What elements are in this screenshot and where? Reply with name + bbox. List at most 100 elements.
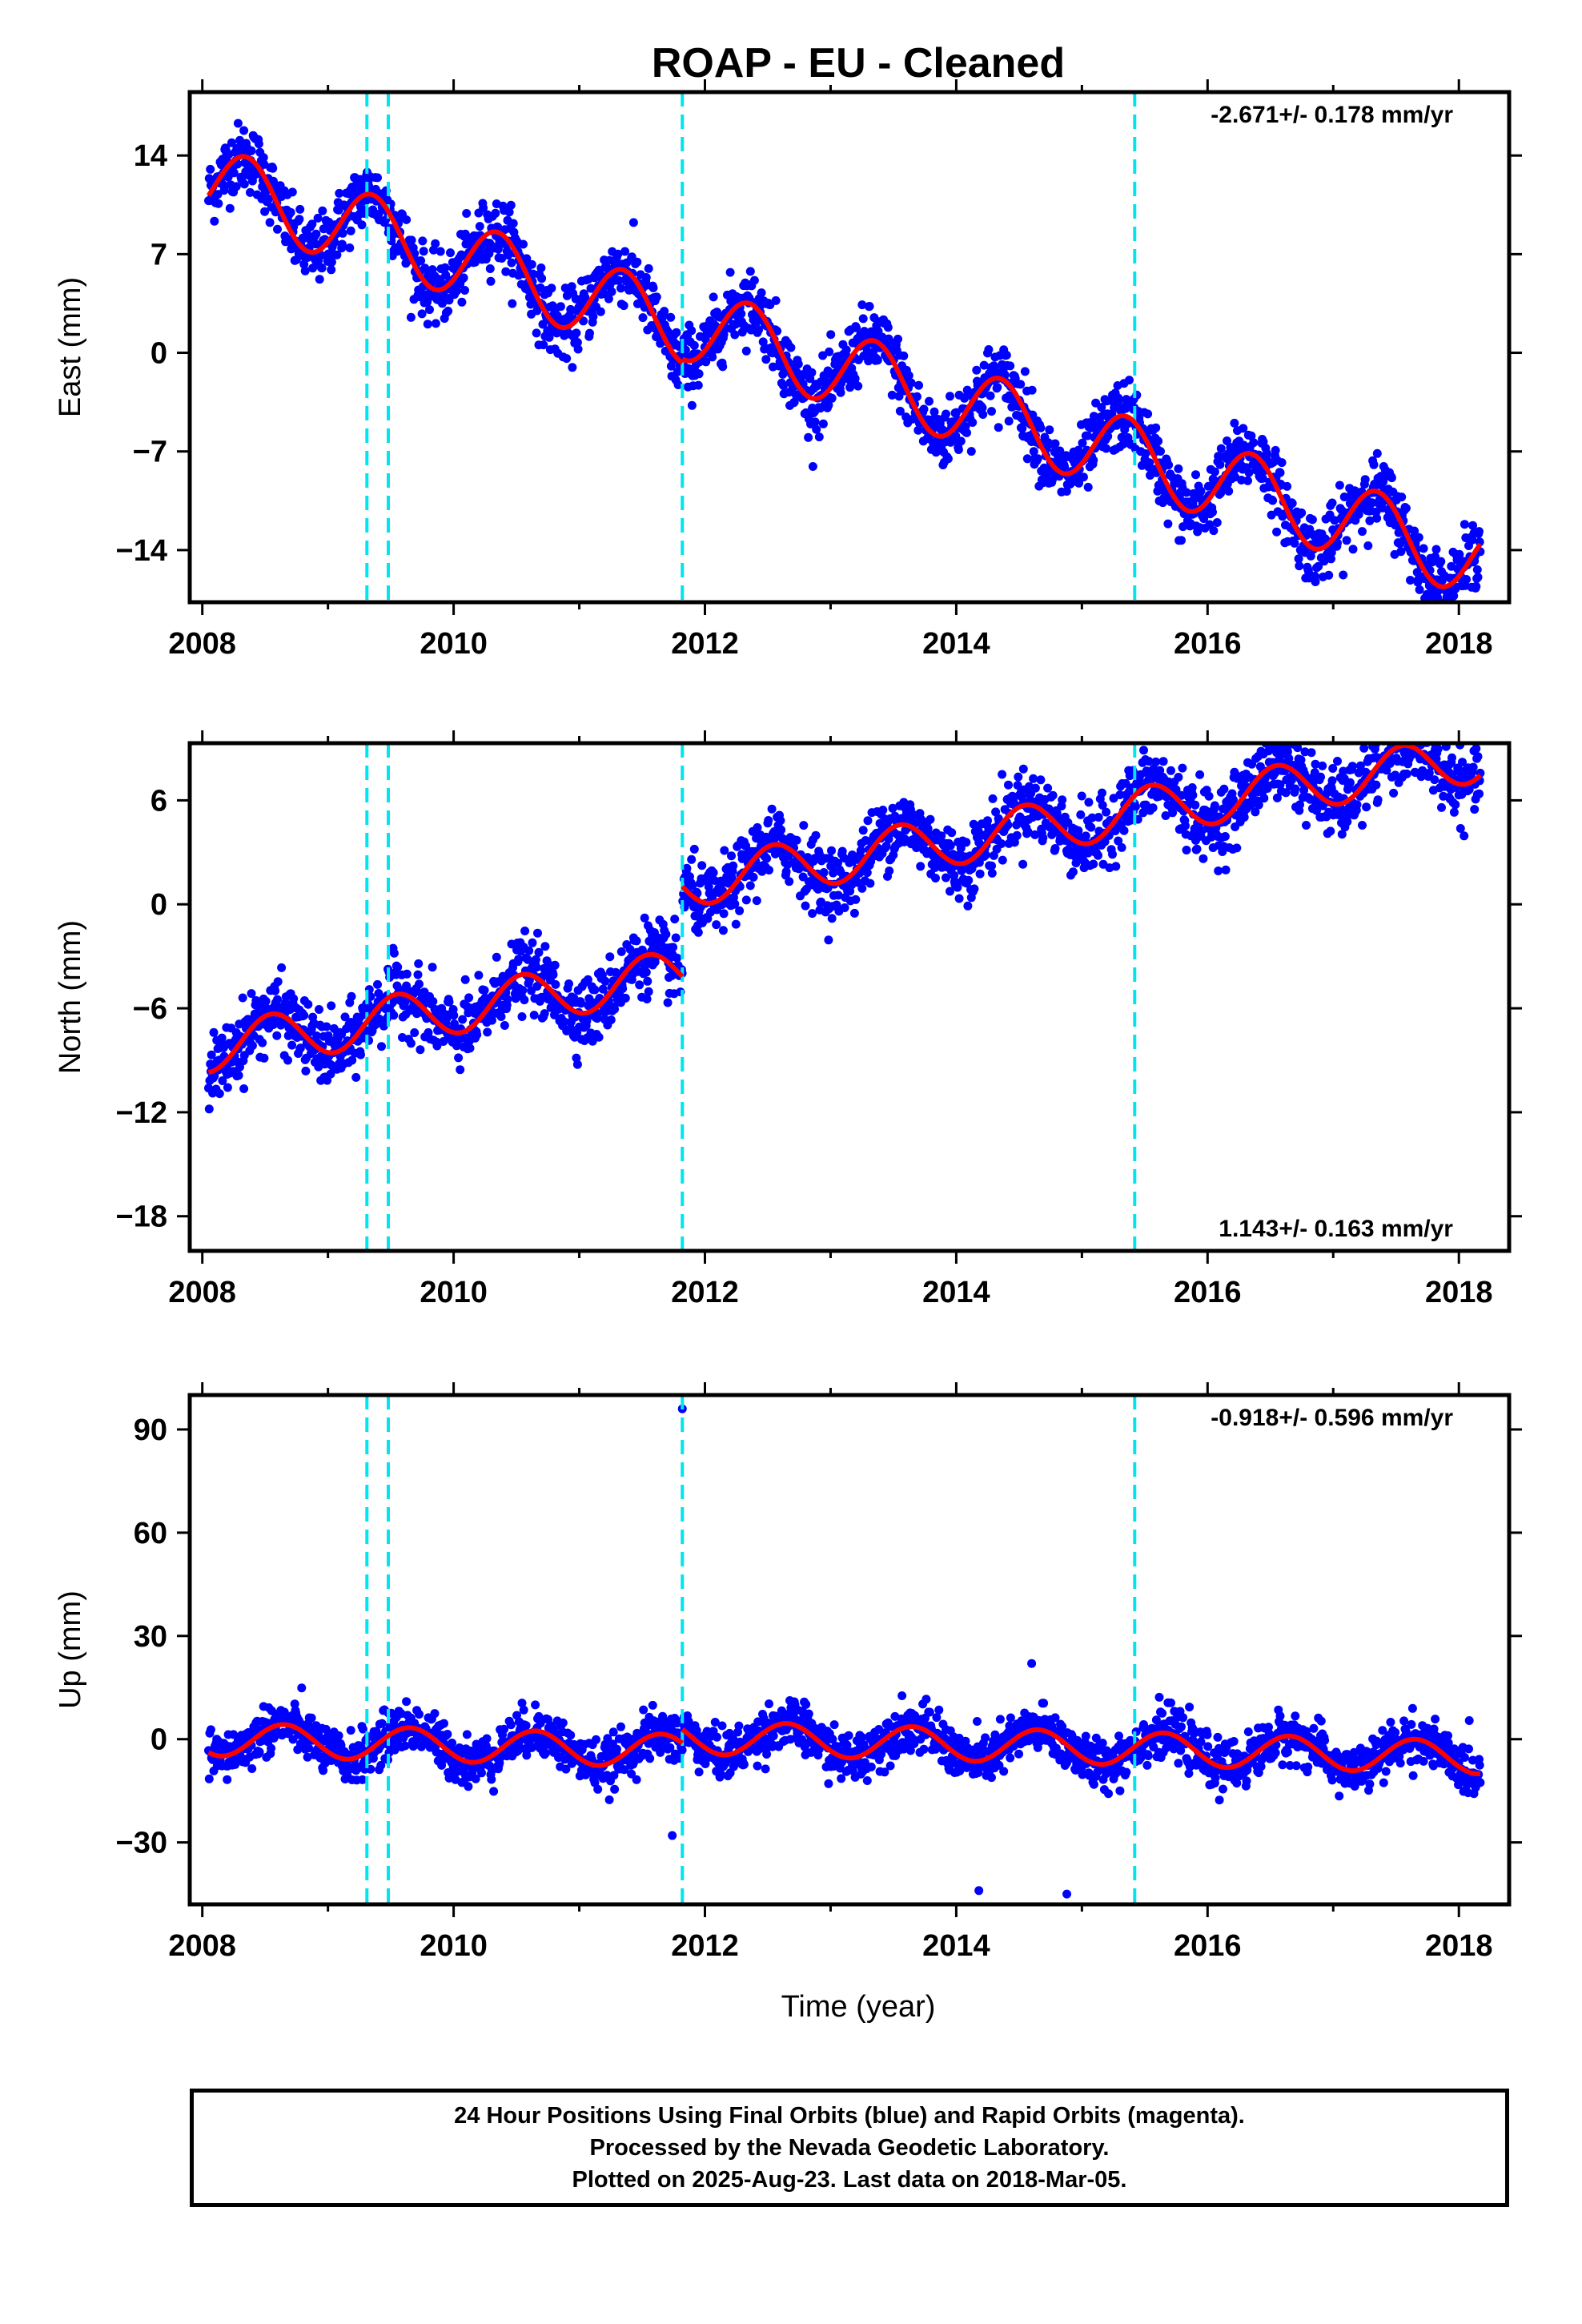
data-point [1327, 776, 1337, 786]
data-point [1409, 715, 1418, 724]
data-point [475, 222, 484, 231]
data-point [688, 881, 697, 890]
data-point [239, 1084, 249, 1093]
data-point [1455, 549, 1464, 559]
data-point [507, 258, 516, 267]
data-point [956, 436, 966, 446]
data-point [483, 1027, 492, 1037]
data-point [297, 1683, 307, 1693]
data-point [377, 1042, 386, 1051]
data-point [1230, 418, 1239, 428]
data-point [564, 979, 573, 988]
data-point [719, 909, 729, 919]
data-point [588, 312, 598, 321]
data-point [536, 263, 546, 272]
data-point [1327, 498, 1337, 508]
data-point [975, 869, 985, 879]
data-point [1114, 836, 1123, 846]
data-point [888, 803, 897, 813]
data-point [588, 1036, 597, 1046]
data-point [1362, 802, 1371, 812]
data-point [594, 1032, 604, 1042]
x-tick-label: 2014 [922, 1276, 990, 1309]
data-point [547, 283, 556, 293]
data-point [964, 875, 974, 885]
data-point [1291, 784, 1300, 794]
data-point [777, 825, 786, 834]
data-point [1262, 718, 1271, 727]
data-point [517, 1012, 527, 1021]
data-point [953, 883, 962, 892]
data-point [227, 138, 236, 147]
data-point [1195, 770, 1205, 779]
data-point [358, 1775, 367, 1784]
figure-title: ROAP - EU - Cleaned [652, 40, 1065, 86]
data-point [610, 1004, 620, 1014]
data-point [1033, 454, 1042, 464]
data-point [663, 998, 673, 1007]
data-point [641, 967, 651, 977]
data-point [304, 1743, 313, 1753]
data-point [913, 425, 923, 435]
data-point [827, 914, 837, 923]
data-point [764, 816, 773, 825]
data-point [758, 337, 768, 347]
data-point [1078, 472, 1088, 482]
data-point [1326, 826, 1335, 836]
data-point [520, 995, 529, 1005]
data-point [1220, 832, 1230, 841]
data-point [1297, 508, 1307, 517]
data-point [937, 831, 946, 841]
data-point [694, 369, 704, 379]
data-point [1161, 811, 1170, 820]
data-point [531, 955, 540, 964]
data-point [981, 850, 990, 859]
data-point [1130, 802, 1140, 811]
data-point [231, 182, 241, 191]
data-point [701, 357, 711, 367]
data-point [689, 844, 699, 854]
data-point [962, 838, 971, 847]
data-point [567, 282, 576, 292]
data-point [590, 985, 600, 995]
data-point [827, 846, 836, 855]
data-point [718, 926, 728, 935]
data-point [389, 1011, 399, 1020]
data-point [1271, 445, 1280, 455]
data-point [818, 351, 828, 360]
data-point [978, 410, 988, 419]
data-point [229, 1730, 239, 1739]
data-point [765, 866, 773, 875]
data-point [247, 146, 256, 155]
data-point [1060, 462, 1070, 471]
data-point [1415, 585, 1424, 594]
data-point [1216, 444, 1226, 453]
data-point [416, 1045, 425, 1055]
data-point [1145, 458, 1154, 468]
data-point [1077, 791, 1086, 801]
data-point [873, 356, 882, 365]
data-point [572, 328, 581, 338]
data-point [373, 173, 382, 183]
data-point [895, 406, 905, 416]
data-point [1258, 473, 1267, 483]
data-point [1036, 423, 1046, 432]
data-point [856, 846, 865, 855]
data-point [1204, 791, 1214, 801]
data-point [1094, 813, 1103, 822]
data-point [506, 200, 516, 210]
data-point [899, 351, 909, 360]
data-point [837, 846, 847, 856]
data-point [223, 1083, 232, 1092]
data-point [444, 296, 454, 305]
data-point [1062, 487, 1071, 496]
data-point [818, 419, 828, 428]
data-point [1327, 548, 1336, 557]
data-point [312, 1031, 322, 1040]
data-point [456, 250, 466, 259]
data-point [1119, 826, 1129, 835]
data-point [1391, 770, 1400, 780]
data-point [485, 264, 495, 273]
data-point [443, 1730, 452, 1739]
data-point [519, 239, 528, 249]
